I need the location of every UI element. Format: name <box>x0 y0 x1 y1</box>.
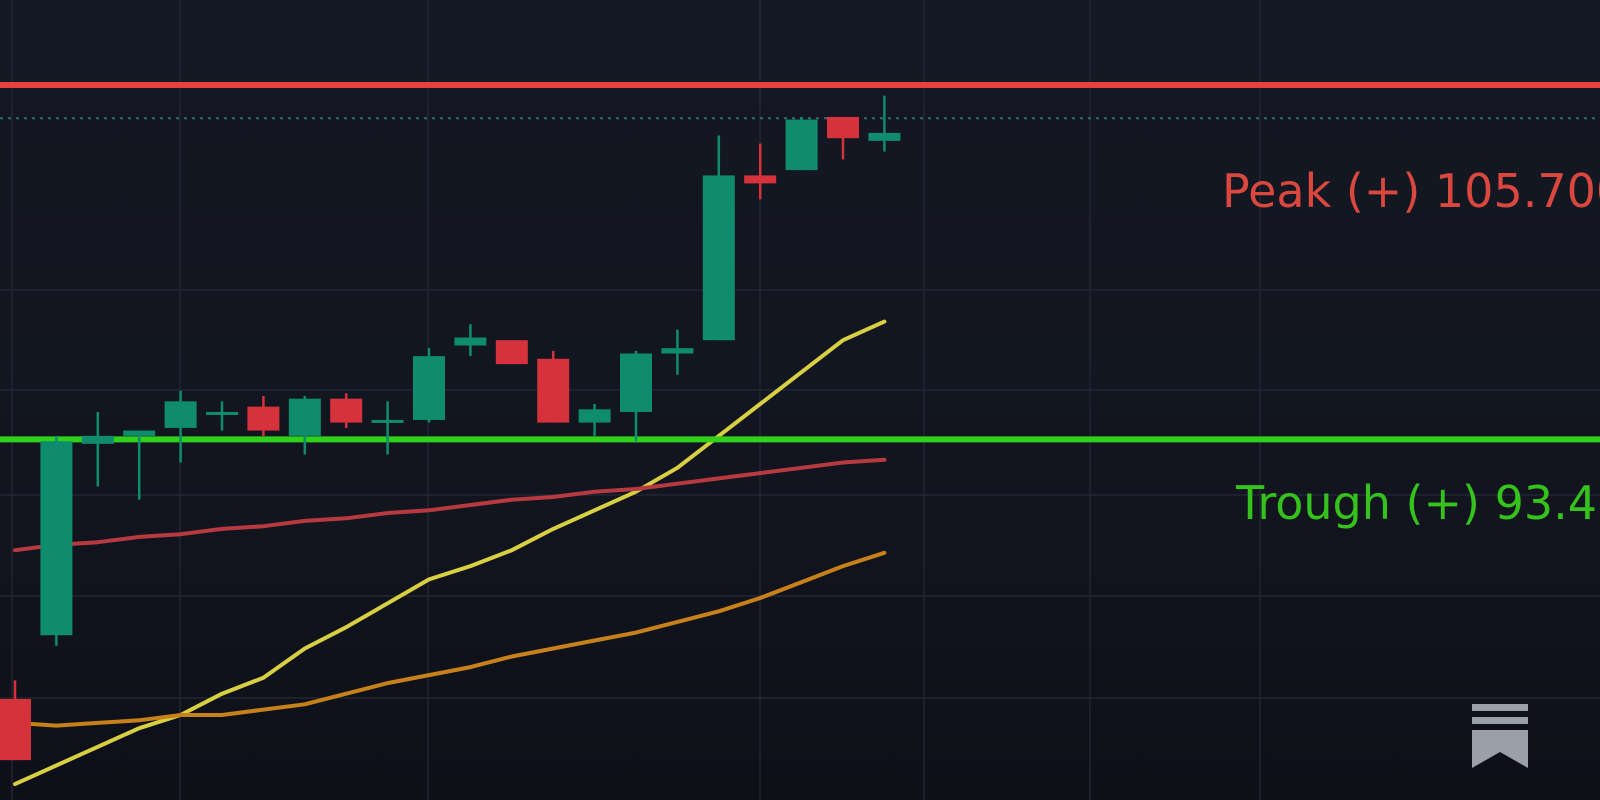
moving-average-line <box>13 550 887 728</box>
candle-body <box>81 435 114 444</box>
candle <box>40 435 73 646</box>
candle-body <box>371 419 404 423</box>
candle <box>206 401 238 431</box>
candle-body <box>785 119 818 171</box>
candle <box>868 95 901 152</box>
candle-body <box>702 175 735 341</box>
candle <box>827 116 859 160</box>
candle-body <box>330 398 363 423</box>
candle-body <box>206 411 238 415</box>
candles <box>0 95 901 761</box>
candle-body <box>495 340 528 365</box>
candle-body <box>537 358 570 423</box>
candle <box>537 350 570 423</box>
candle-body <box>413 356 445 420</box>
candle <box>454 324 487 357</box>
bookmark-stack-icon <box>1472 704 1528 768</box>
moving-averages <box>13 319 887 787</box>
candle <box>247 396 280 436</box>
price-levels <box>0 82 1600 443</box>
trough-level-label: Trough (+) 93.47 <box>1236 476 1600 530</box>
candle <box>495 340 528 365</box>
candle <box>578 403 611 436</box>
candle-body <box>0 699 31 761</box>
candle-body <box>578 409 611 423</box>
candle-body <box>454 337 487 346</box>
candle <box>164 390 197 463</box>
candle <box>330 393 363 428</box>
candle-body <box>247 406 280 431</box>
peak-level-label: Peak (+) 105.700 <box>1222 164 1600 218</box>
candle-body <box>164 401 197 428</box>
candle-body <box>827 116 859 139</box>
candle-body <box>288 398 321 436</box>
candle <box>81 411 114 487</box>
candle-body <box>123 430 156 436</box>
candle <box>661 329 694 375</box>
candle <box>785 116 818 171</box>
candle-body <box>868 132 901 141</box>
candle <box>413 348 445 423</box>
candle <box>744 143 777 200</box>
candle <box>0 680 31 761</box>
candle-body <box>620 353 652 412</box>
candle <box>371 401 404 455</box>
candle <box>288 396 321 455</box>
candle-body <box>744 175 777 184</box>
moving-average-line <box>13 319 887 787</box>
candle <box>702 135 735 341</box>
candle-body <box>40 441 73 636</box>
candle <box>123 430 156 500</box>
candle-body <box>661 348 694 354</box>
moving-average-line <box>13 457 887 553</box>
candle <box>620 350 652 442</box>
